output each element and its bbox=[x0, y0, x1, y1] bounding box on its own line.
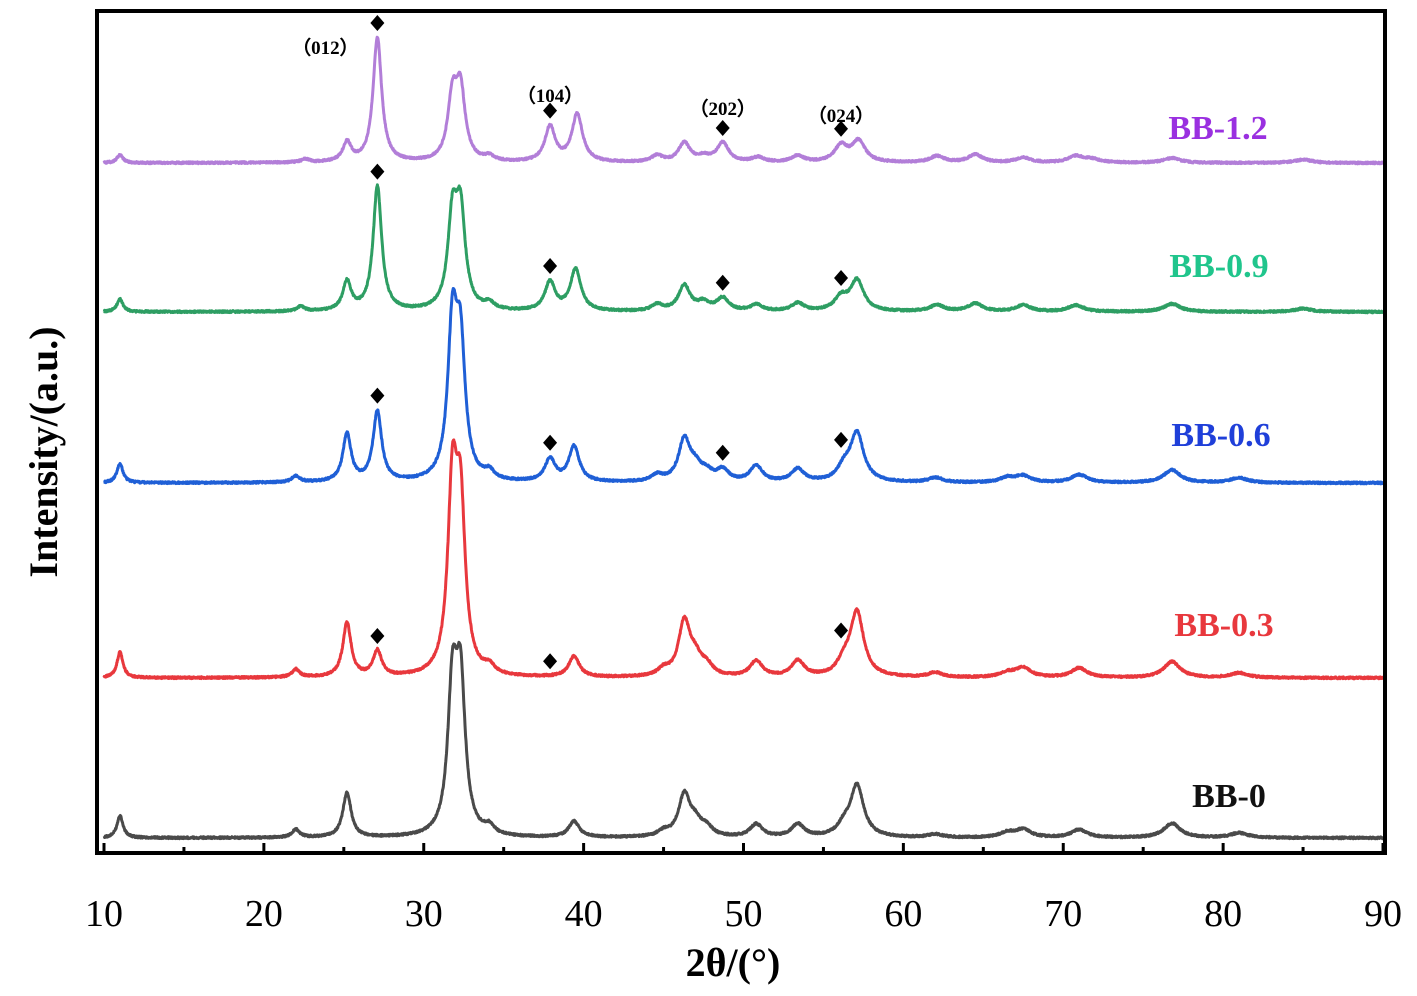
x-tick-label: 70 bbox=[1044, 893, 1082, 935]
peak-marker bbox=[834, 622, 849, 639]
plot-frame bbox=[95, 9, 1387, 855]
x-tick-label: 40 bbox=[565, 893, 603, 935]
trace-bb-0-3 bbox=[102, 438, 1385, 681]
peak-hkl-labels: （012） （104） （202） （024） bbox=[292, 36, 874, 127]
peak-hkl-label: （202） bbox=[689, 97, 756, 120]
series-label: BB-0.6 bbox=[1171, 417, 1270, 454]
peak-marker bbox=[370, 163, 385, 180]
peak-marker bbox=[370, 387, 385, 404]
x-axis-tick-labels: 10 20 30 40 50 60 70 80 90 bbox=[85, 893, 1402, 935]
x-tick-label: 30 bbox=[405, 893, 443, 935]
trace-bb-0 bbox=[102, 640, 1385, 841]
trace-bb-0-6 bbox=[102, 287, 1385, 486]
x-tick-label: 20 bbox=[245, 893, 283, 935]
x-tick-label: 90 bbox=[1364, 893, 1402, 935]
peak-marker bbox=[834, 431, 849, 448]
trace-bb-1-2 bbox=[102, 35, 1385, 166]
x-tick-label: 50 bbox=[725, 893, 763, 935]
peak-marker bbox=[834, 269, 849, 286]
series-traces bbox=[102, 35, 1385, 841]
series-label: BB-1.2 bbox=[1168, 110, 1267, 147]
peak-marker bbox=[543, 102, 558, 119]
x-axis-title: 2θ/(°) bbox=[686, 940, 781, 985]
peak-hkl-label: （024） bbox=[808, 104, 875, 127]
peak-hkl-label: （012） bbox=[292, 36, 359, 59]
peak-hkl-label: （104） bbox=[517, 84, 584, 107]
series-label: BB-0.3 bbox=[1174, 607, 1273, 644]
x-axis-ticks bbox=[102, 843, 1385, 853]
peak-markers bbox=[370, 14, 849, 670]
peak-marker bbox=[715, 444, 730, 461]
peak-marker bbox=[543, 257, 558, 274]
peak-marker bbox=[715, 119, 730, 136]
peak-marker bbox=[543, 434, 558, 451]
series-label: BB-0 bbox=[1192, 778, 1266, 815]
peak-marker bbox=[834, 120, 849, 137]
trace-bb-0-9 bbox=[102, 183, 1385, 315]
y-axis-title: Intensity/(a.u.) bbox=[21, 326, 66, 577]
x-tick-label: 10 bbox=[85, 893, 123, 935]
series-labels: BB-0 BB-0.3 BB-0.6 BB-0.9 BB-1.2 bbox=[1168, 110, 1273, 815]
peak-marker bbox=[370, 14, 385, 31]
peak-marker bbox=[715, 274, 730, 291]
x-tick-label: 60 bbox=[884, 893, 922, 935]
series-label: BB-0.9 bbox=[1169, 248, 1268, 285]
peak-marker bbox=[370, 627, 385, 644]
peak-marker bbox=[543, 653, 558, 670]
x-tick-label: 80 bbox=[1204, 893, 1242, 935]
